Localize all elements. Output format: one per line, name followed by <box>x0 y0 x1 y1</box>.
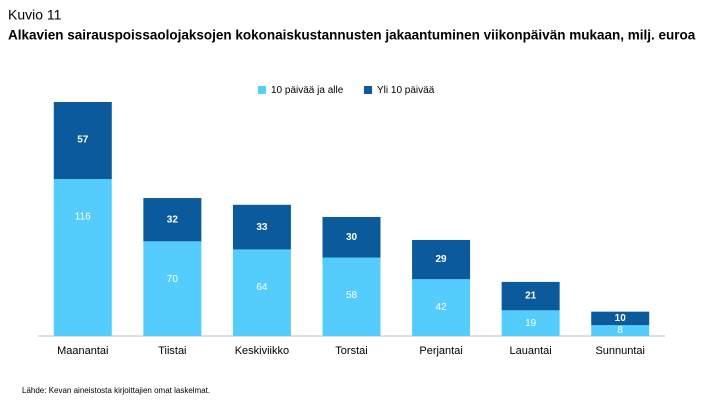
bar-segment <box>143 198 202 242</box>
chart-subtitle: Alkavien sairauspoissaolojaksojen kokona… <box>8 28 696 43</box>
value-label: 116 <box>75 212 91 223</box>
bar-segment <box>53 179 112 336</box>
value-label: 21 <box>525 291 537 302</box>
bar-segment <box>591 311 650 326</box>
bar-segment <box>322 216 381 258</box>
source-note: Lähde: Kevan aineistosta kirjoittajien o… <box>22 386 210 395</box>
value-label: 19 <box>525 318 537 329</box>
x-tick-label: Keskiviikko <box>235 345 289 357</box>
value-label: 30 <box>346 232 358 243</box>
bar-segment <box>412 239 471 280</box>
chart-title: Kuvio 11 <box>8 7 62 23</box>
value-label: 64 <box>256 282 268 293</box>
value-label: 32 <box>167 214 179 225</box>
bar-segment <box>53 102 112 180</box>
x-tick-label: Sunnuntai <box>595 345 645 357</box>
value-label: 58 <box>346 290 358 301</box>
bar-segment <box>232 249 291 336</box>
bar-segment <box>322 257 381 336</box>
x-tick-label: Torstai <box>335 345 367 357</box>
value-label: 57 <box>77 135 89 146</box>
legend-swatch <box>364 86 372 94</box>
legend-swatch <box>258 86 266 94</box>
value-label: 29 <box>436 254 448 265</box>
x-tick-label: Tiistai <box>158 345 186 357</box>
bar-segment <box>232 204 291 250</box>
value-label: 70 <box>167 274 179 285</box>
value-label: 33 <box>256 222 268 233</box>
value-label: 42 <box>436 302 448 313</box>
bar-segment <box>501 310 560 336</box>
bar-segment <box>412 279 471 336</box>
legend-label: 10 päivää ja alle <box>271 85 344 96</box>
bar-segment <box>591 325 650 336</box>
bar-segment <box>143 241 202 336</box>
value-label: 8 <box>617 325 623 336</box>
bar-segment <box>501 281 560 311</box>
value-label: 10 <box>615 313 627 324</box>
legend-label: Yli 10 päivää <box>377 85 435 96</box>
x-tick-label: Maanantai <box>57 345 108 357</box>
x-tick-label: Perjantai <box>419 345 462 357</box>
x-tick-label: Lauantai <box>510 345 552 357</box>
